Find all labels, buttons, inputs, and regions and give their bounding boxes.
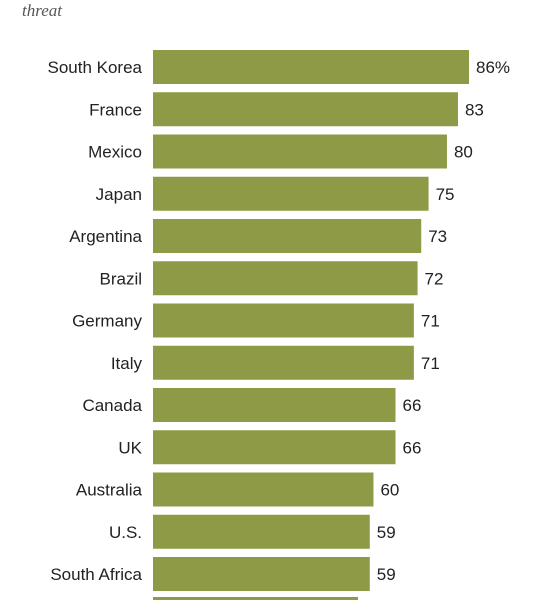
bar-italy xyxy=(153,345,414,380)
bar-u-s xyxy=(153,514,370,549)
value-label: 60 xyxy=(380,481,399,500)
bar-south-korea xyxy=(153,50,469,84)
category-label: France xyxy=(89,100,142,119)
bar-france xyxy=(153,92,458,127)
bar-uk xyxy=(153,430,396,465)
category-label: Japan xyxy=(96,185,142,204)
category-label: South Korea xyxy=(47,58,142,77)
value-label: 75 xyxy=(436,185,455,204)
value-label: 71 xyxy=(421,354,440,373)
value-label: 86% xyxy=(476,58,510,77)
category-label: UK xyxy=(118,438,142,457)
bar-japan xyxy=(153,176,429,211)
category-label: Canada xyxy=(82,396,142,415)
bar-australia xyxy=(153,472,374,507)
chart-subtitle: threat xyxy=(22,1,62,20)
value-label: 71 xyxy=(421,312,440,331)
value-label: 66 xyxy=(403,438,422,457)
category-label: U.S. xyxy=(109,523,142,542)
category-label: Italy xyxy=(111,354,143,373)
bar-brazil xyxy=(153,261,418,296)
bar-south-africa xyxy=(153,557,370,591)
category-label: South Africa xyxy=(50,565,142,584)
bar-germany xyxy=(153,303,414,338)
value-label: 72 xyxy=(425,269,444,288)
value-label: 59 xyxy=(377,523,396,542)
value-label: 66 xyxy=(403,396,422,415)
category-label: Argentina xyxy=(69,227,142,246)
category-label: Mexico xyxy=(88,143,142,162)
bar-mexico xyxy=(153,134,447,169)
value-label: 80 xyxy=(454,143,473,162)
value-label: 83 xyxy=(465,100,484,119)
value-label: 73 xyxy=(428,227,447,246)
bar-cropped-next xyxy=(153,597,358,600)
bar-canada xyxy=(153,388,396,422)
category-label: Germany xyxy=(72,312,142,331)
category-label: Brazil xyxy=(99,269,142,288)
bar-argentina xyxy=(153,219,422,253)
category-label: Australia xyxy=(76,481,143,500)
value-label: 59 xyxy=(377,565,396,584)
